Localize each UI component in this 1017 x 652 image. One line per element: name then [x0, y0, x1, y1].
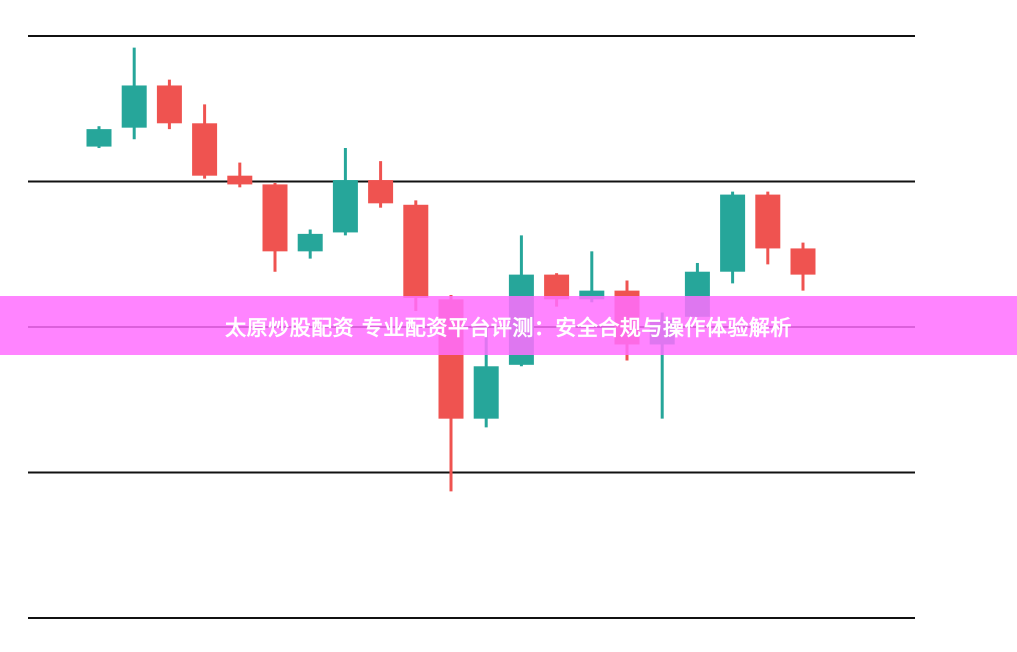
candle-body-up — [121, 85, 147, 128]
candle-body-down — [156, 85, 182, 124]
candle-body-down — [262, 184, 288, 252]
candle-body-down — [755, 194, 781, 249]
banner-title: 太原炒股配资 专业配资平台评测：安全合规与操作体验解析 — [225, 315, 792, 340]
candle-body-down — [368, 180, 394, 204]
candle-body-up — [579, 290, 605, 300]
candle-body-down — [227, 175, 253, 185]
candle-body-down — [790, 248, 816, 275]
candle-body-up — [720, 194, 746, 272]
candle-body-up — [86, 129, 112, 147]
candle-body-up — [297, 233, 323, 252]
title-banner: 太原炒股配资 专业配资平台评测：安全合规与操作体验解析 — [0, 296, 1017, 355]
candle-body-down — [192, 123, 218, 176]
candle-body-down — [403, 204, 429, 298]
candle-body-up — [473, 366, 499, 419]
candle-body-down — [544, 274, 570, 300]
candle-body-up — [332, 180, 358, 233]
